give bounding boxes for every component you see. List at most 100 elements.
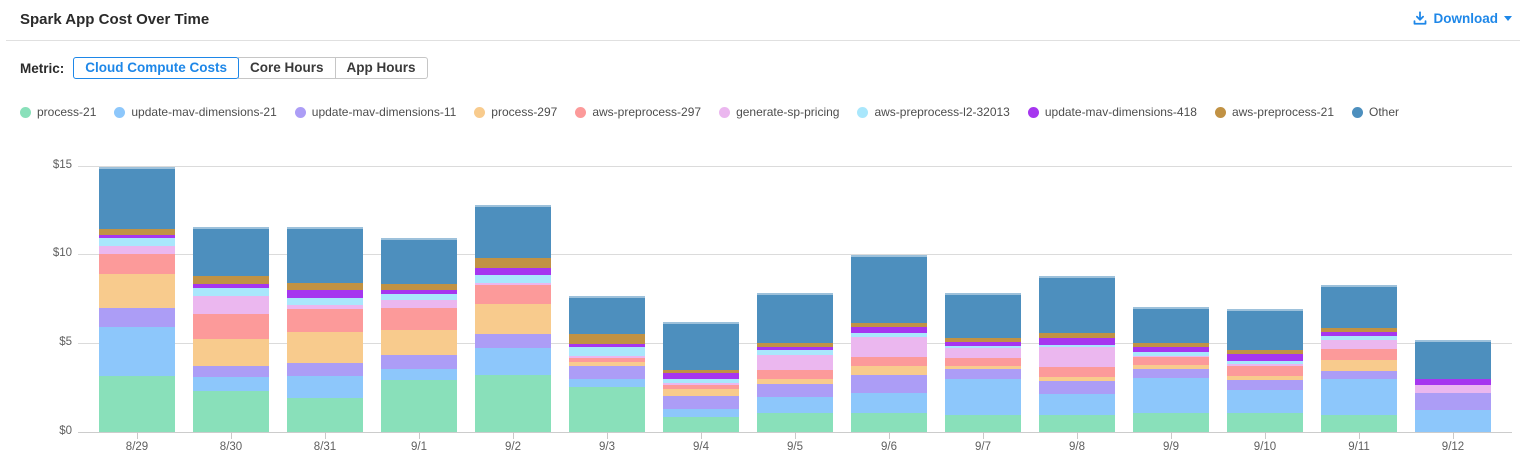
legend-item-aws-preprocess-l2-32013[interactable]: aws-preprocess-l2-32013 [857,105,1010,119]
bar-segment-aws-preprocess-297 [569,358,645,362]
bar-segment-process-21 [851,413,927,432]
bar-segment-other [99,166,175,229]
bar-segment-aws-preprocess-297 [99,254,175,274]
bar-column-9-12[interactable] [1415,340,1491,432]
bar-segment-process-21 [381,380,457,432]
legend-item-process-297[interactable]: process-297 [474,105,557,119]
bar-segment-update-mav-dimensions-11 [1415,392,1491,411]
y-axis-tick-label: $10 [52,247,72,260]
bar-segment-aws-preprocess-l2-32013 [381,294,457,301]
bar-segment-update-mav-dimensions-21 [475,348,551,375]
bar-segment-update-mav-dimensions-11 [569,366,645,380]
bar-segment-process-21 [1227,413,1303,432]
bar-column-9-8[interactable] [1039,275,1115,432]
chart-legend: process-21 update-mav-dimensions-21 update… [20,105,1417,119]
bar-segment-other [287,226,363,283]
bar-column-9-10[interactable] [1227,309,1303,432]
download-button[interactable]: Download [1412,10,1512,26]
legend-label: generate-sp-pricing [736,105,840,119]
bar-segment-update-mav-dimensions-21 [1227,390,1303,414]
legend-label: process-21 [37,105,97,119]
x-axis-tick [231,431,232,439]
bar-segment-update-mav-dimensions-418 [757,346,833,351]
legend-item-update-mav-dimensions-21[interactable]: update-mav-dimensions-21 [114,105,277,119]
bar-segment-other [1321,285,1397,328]
bar-column-9-6[interactable] [851,255,927,432]
legend-item-aws-preprocess-297[interactable]: aws-preprocess-297 [575,105,701,119]
metric-tab-core-hours[interactable]: Core Hours [238,57,336,79]
bar-segment-process-21 [663,416,739,432]
bar-segment-generate-sp-pricing [1039,347,1115,367]
bar-segment-generate-sp-pricing [193,296,269,314]
bar-segment-update-mav-dimensions-21 [193,376,269,391]
bar-segment-aws-preprocess-297 [663,384,739,390]
bar-segment-other [1415,340,1491,380]
bar-segment-aws-preprocess-297 [1133,357,1209,366]
bar-column-9-9[interactable] [1133,306,1209,432]
legend-item-update-mav-dimensions-418[interactable]: update-mav-dimensions-418 [1027,105,1197,119]
bar-segment-process-21 [569,387,645,432]
bar-column-9-7[interactable] [945,293,1021,432]
bar-segment-aws-preprocess-21 [475,257,551,268]
bar-column-8-30[interactable] [193,226,269,432]
legend-dot [474,106,486,118]
bar-segment-aws-preprocess-21 [945,337,1021,343]
page-title: Spark App Cost Over Time [20,11,210,28]
bar-segment-aws-preprocess-l2-32013 [851,333,927,337]
x-axis-tick [1359,431,1360,439]
x-axis-tick [607,431,608,439]
bar-column-9-5[interactable] [757,293,833,432]
y-axis-tick-label: $5 [59,336,72,349]
bar-segment-process-21 [193,390,269,432]
bar-segment-aws-preprocess-297 [1227,366,1303,376]
bar-segment-aws-preprocess-21 [569,334,645,344]
bar-column-9-2[interactable] [475,204,551,432]
legend-dot [575,106,587,118]
bar-segment-other [569,296,645,335]
bar-segment-aws-preprocess-l2-32013 [1321,335,1397,341]
legend-item-process-21[interactable]: process-21 [20,105,96,119]
metric-tab-app-hours[interactable]: App Hours [334,57,428,79]
legend-item-other[interactable]: Other [1352,105,1399,119]
bar-column-8-31[interactable] [287,226,363,432]
bar-column-9-4[interactable] [663,321,739,432]
metric-tab-cloud-compute-costs[interactable]: Cloud Compute Costs [73,57,240,79]
bar-segment-process-21 [1039,414,1115,432]
bar-segment-update-mav-dimensions-21 [1039,393,1115,415]
bar-segment-other [1133,306,1209,344]
gridline [78,165,1512,167]
x-axis-label: 9/12 [1441,441,1465,453]
legend-label: aws-preprocess-l2-32013 [874,105,1010,119]
bar-segment-generate-sp-pricing [851,336,927,358]
legend-item-generate-sp-pricing[interactable]: generate-sp-pricing [719,105,839,119]
bar-column-9-11[interactable] [1321,285,1397,432]
bar-column-8-29[interactable] [99,166,175,432]
bar-column-9-3[interactable] [569,296,645,432]
bar-column-9-1[interactable] [381,237,457,432]
bar-segment-aws-preprocess-21 [287,282,363,290]
bar-segment-update-mav-dimensions-11 [1039,381,1115,394]
bar-segment-update-mav-dimensions-418 [287,289,363,298]
bar-segment-process-297 [1321,359,1397,371]
legend-dot [1352,106,1363,118]
x-axis-label: 9/9 [1163,441,1179,453]
bar-segment-aws-preprocess-l2-32013 [569,347,645,357]
bar-segment-update-mav-dimensions-418 [1321,332,1397,336]
x-axis-label: 9/1 [411,441,427,453]
bar-segment-other [475,204,551,258]
bar-segment-update-mav-dimensions-418 [569,343,645,348]
bar-segment-update-mav-dimensions-21 [851,392,927,414]
bar-segment-process-297 [1227,375,1303,381]
metric-toggle-bar: Metric: Cloud Compute Costs Core Hours A… [20,57,428,79]
bar-segment-process-297 [757,379,833,384]
bar-segment-other [757,293,833,344]
legend-item-aws-preprocess-21[interactable]: aws-preprocess-21 [1214,105,1334,119]
bar-segment-aws-preprocess-l2-32013 [945,345,1021,349]
x-axis-label: 9/8 [1069,441,1085,453]
legend-dot [857,106,869,118]
bar-segment-process-297 [99,273,175,308]
bar-segment-update-mav-dimensions-418 [945,342,1021,346]
bar-segment-update-mav-dimensions-11 [1133,368,1209,378]
legend-item-update-mav-dimensions-11[interactable]: update-mav-dimensions-11 [294,105,456,119]
bar-segment-other [663,321,739,370]
